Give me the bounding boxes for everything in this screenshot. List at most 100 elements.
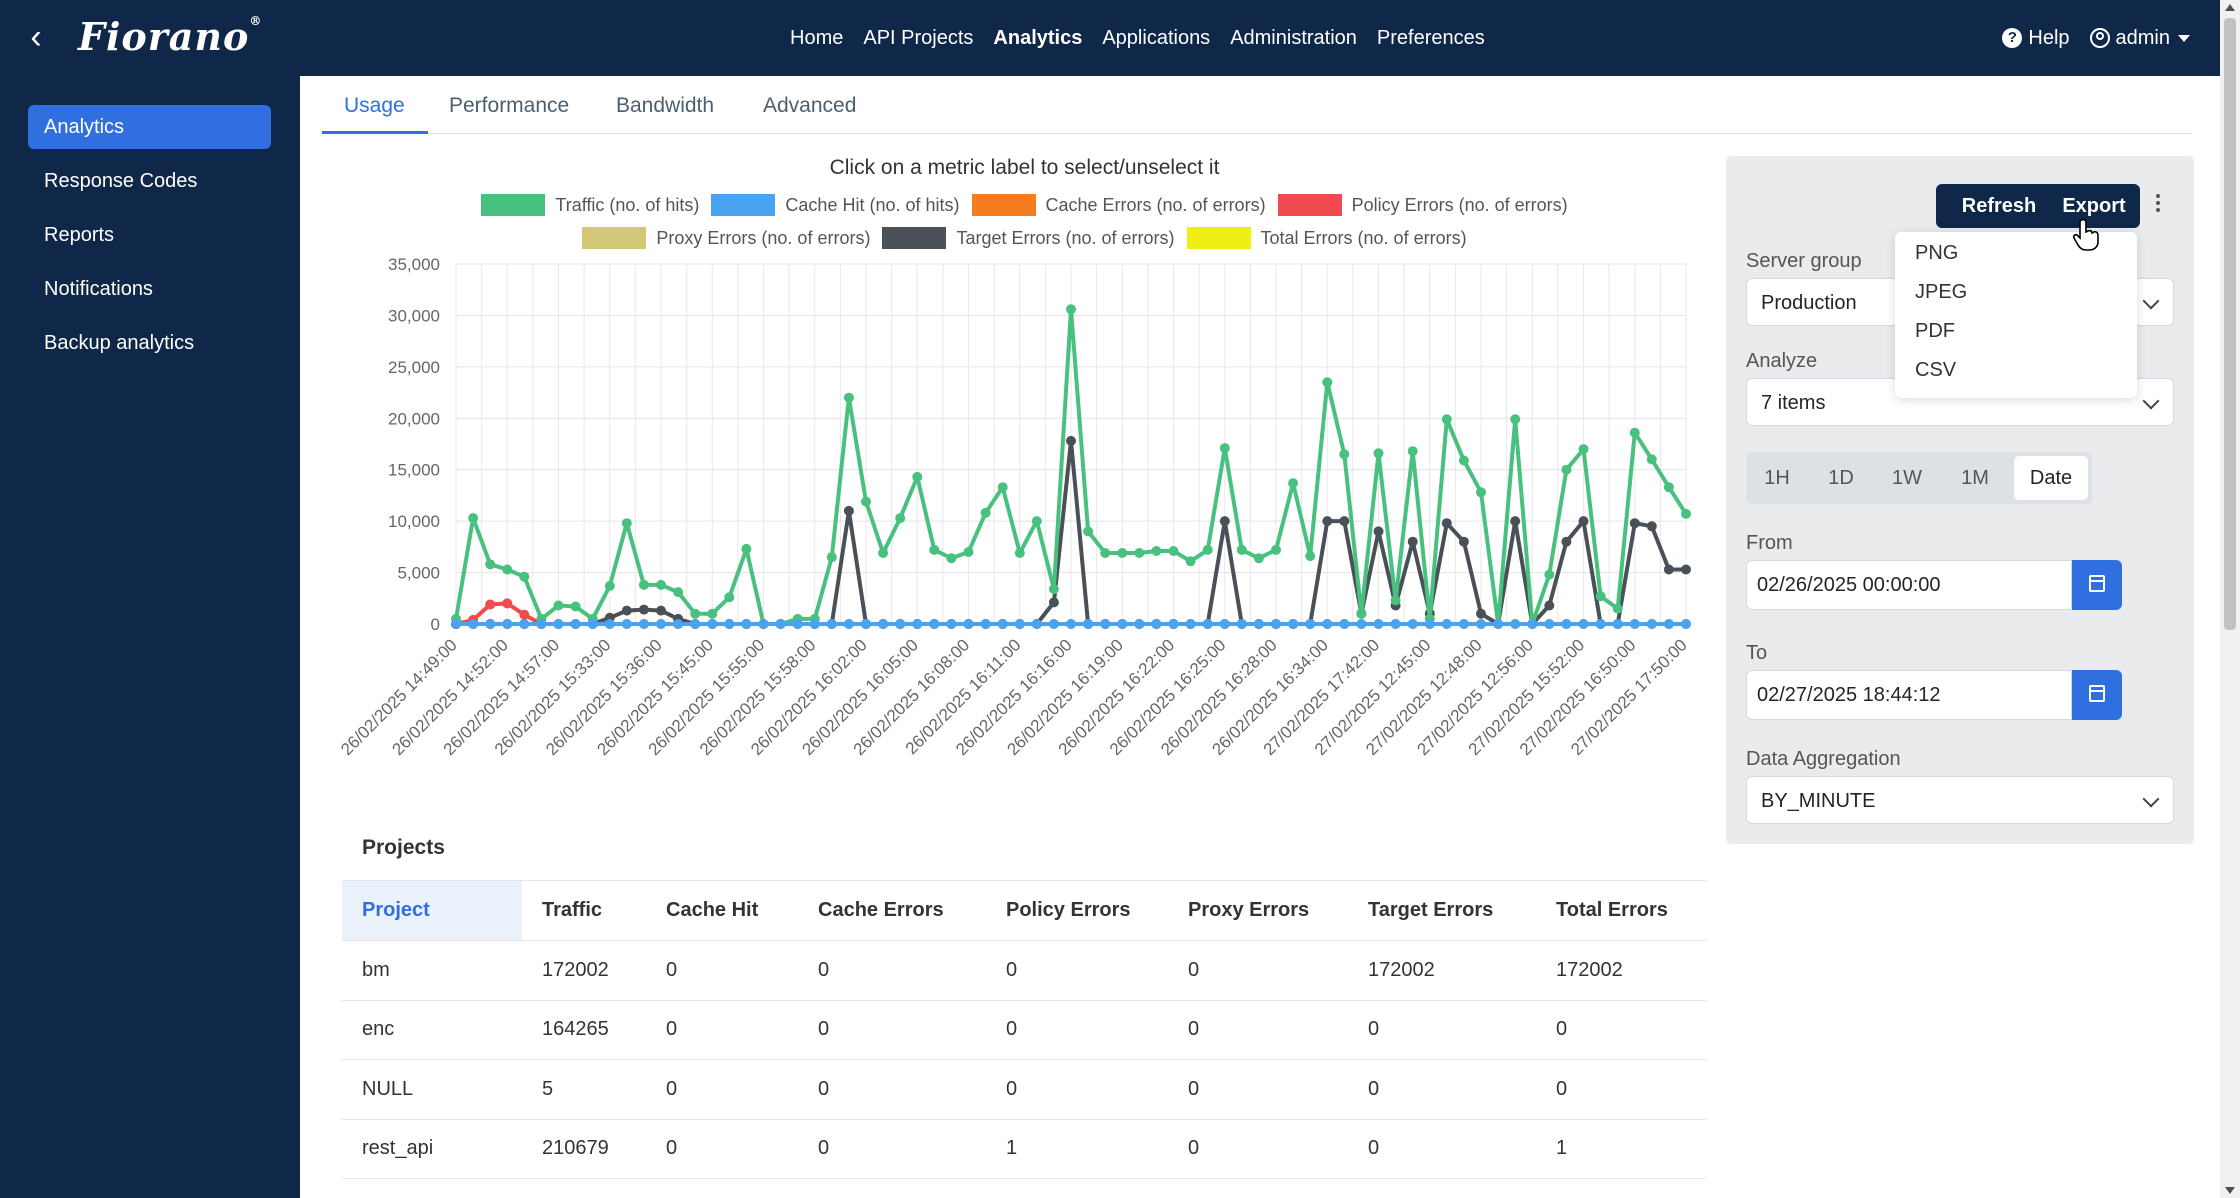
export-csv-option[interactable]: CSV bbox=[1915, 359, 1957, 381]
column-header[interactable]: Total Errors bbox=[1536, 880, 1706, 941]
data-point bbox=[1322, 516, 1333, 527]
sidebar-item-reports[interactable]: Reports bbox=[44, 224, 115, 246]
data-point bbox=[621, 605, 632, 616]
legend-label: Target Errors (no. of errors) bbox=[956, 227, 1175, 248]
refresh-button[interactable]: Refresh bbox=[1936, 184, 2062, 228]
tab-performance[interactable]: Performance bbox=[449, 94, 570, 117]
column-header[interactable]: Cache Hit bbox=[646, 880, 798, 941]
data-point bbox=[1681, 508, 1691, 519]
export-png-option[interactable]: PNG bbox=[1915, 242, 1959, 264]
data-point bbox=[1014, 619, 1025, 629]
legend-item[interactable]: Total Errors (no. of errors) bbox=[1186, 227, 1467, 249]
y-tick-label: 5,000 bbox=[397, 564, 440, 583]
page-scrollbar[interactable] bbox=[2220, 0, 2240, 1198]
data-point bbox=[1083, 526, 1094, 537]
range-date-button[interactable]: Date bbox=[2014, 456, 2088, 500]
column-header[interactable]: Project bbox=[342, 880, 522, 941]
data-point bbox=[1168, 619, 1179, 629]
tab-usage[interactable]: Usage bbox=[344, 94, 405, 117]
range-1w-button[interactable]: 1W bbox=[1892, 467, 1922, 489]
legend-swatch bbox=[971, 194, 1036, 216]
help-link[interactable]: ? Help bbox=[2002, 27, 2070, 50]
user-menu[interactable]: admin bbox=[2089, 27, 2190, 50]
data-point bbox=[1476, 487, 1486, 498]
legend-item[interactable]: Cache Errors (no. of errors) bbox=[971, 194, 1266, 216]
tab-bandwidth[interactable]: Bandwidth bbox=[616, 94, 715, 117]
sidebar-item-notifications[interactable]: Notifications bbox=[44, 278, 153, 300]
data-point bbox=[519, 609, 530, 620]
data-point bbox=[485, 599, 496, 610]
data-point bbox=[673, 619, 684, 629]
nav-preferences[interactable]: Preferences bbox=[1376, 26, 1485, 49]
data-point bbox=[1236, 619, 1247, 629]
data-point bbox=[1612, 603, 1623, 614]
data-point bbox=[826, 552, 837, 563]
data-point bbox=[1271, 544, 1281, 555]
data-point bbox=[1458, 455, 1469, 466]
scroll-down-arrow-icon[interactable] bbox=[2225, 1187, 2235, 1194]
data-point bbox=[1151, 546, 1162, 556]
from-date-input[interactable]: 02/26/2025 00:00:00 bbox=[1746, 560, 2072, 610]
legend-item[interactable]: Target Errors (no. of errors) bbox=[882, 227, 1175, 249]
table-cell: 0 bbox=[986, 940, 1168, 1001]
kebab-menu-icon[interactable] bbox=[2152, 192, 2164, 220]
scroll-up-arrow-icon[interactable] bbox=[2225, 4, 2235, 11]
fiorano-logo[interactable]: Fiorano® bbox=[78, 14, 262, 60]
y-tick-label: 30,000 bbox=[388, 306, 440, 325]
range-1h-button[interactable]: 1H bbox=[1764, 467, 1790, 489]
nav-administration[interactable]: Administration bbox=[1230, 26, 1357, 49]
data-point bbox=[1493, 619, 1504, 629]
range-1m-button[interactable]: 1M bbox=[1961, 467, 1989, 489]
table-cell: 172002 bbox=[1348, 940, 1536, 1001]
data-point bbox=[861, 619, 871, 629]
range-1d-button[interactable]: 1D bbox=[1828, 467, 1854, 489]
to-date-input[interactable]: 02/27/2025 18:44:12 bbox=[1746, 670, 2072, 720]
sidebar-item-analytics[interactable]: Analytics bbox=[28, 105, 271, 149]
table-row: rest_api 210679 0 0 1 0 0 1 bbox=[342, 1119, 1706, 1179]
legend-swatch bbox=[582, 227, 647, 249]
data-point bbox=[1031, 619, 1042, 629]
legend-item[interactable]: Traffic (no. of hits) bbox=[481, 194, 699, 216]
sidebar: Analytics Response Codes Reports Notific… bbox=[0, 76, 300, 1198]
nav-applications[interactable]: Applications bbox=[1102, 26, 1211, 49]
legend-item[interactable]: Policy Errors (no. of errors) bbox=[1277, 194, 1568, 216]
data-point bbox=[1595, 619, 1606, 629]
data-aggregation-select[interactable]: BY_MINUTE bbox=[1746, 776, 2174, 824]
data-aggregation-label: Data Aggregation bbox=[1746, 748, 1901, 770]
export-jpeg-option[interactable]: JPEG bbox=[1915, 281, 1968, 303]
export-pdf-option[interactable]: PDF bbox=[1915, 320, 1955, 342]
sidebar-item-response-codes[interactable]: Response Codes bbox=[44, 170, 198, 192]
table-cell: 0 bbox=[1536, 1000, 1706, 1060]
table-cell: bm bbox=[342, 940, 522, 1001]
data-point bbox=[1253, 553, 1264, 564]
column-header[interactable]: Proxy Errors bbox=[1168, 880, 1348, 941]
to-calendar-button[interactable] bbox=[2072, 670, 2122, 720]
table-cell: 0 bbox=[646, 1059, 798, 1120]
data-point bbox=[1646, 619, 1657, 629]
data-point bbox=[1322, 377, 1333, 388]
data-point bbox=[1014, 548, 1025, 558]
data-point bbox=[656, 579, 666, 590]
logo-text: Fiorano bbox=[78, 14, 250, 59]
tab-advanced[interactable]: Advanced bbox=[763, 94, 857, 117]
data-point bbox=[1595, 591, 1606, 602]
scrollbar-thumb[interactable] bbox=[2224, 18, 2236, 630]
nav-home[interactable]: Home bbox=[790, 26, 844, 49]
nav-analytics[interactable]: Analytics bbox=[993, 26, 1083, 49]
column-header[interactable]: Policy Errors bbox=[986, 880, 1168, 941]
data-point bbox=[912, 619, 923, 629]
export-button[interactable]: Export bbox=[2048, 184, 2140, 228]
column-header[interactable]: Cache Errors bbox=[798, 880, 986, 941]
table-cell: 0 bbox=[986, 1059, 1168, 1120]
sidebar-item-backup-analytics[interactable]: Backup analytics bbox=[44, 332, 195, 354]
from-calendar-button[interactable] bbox=[2072, 560, 2122, 610]
column-header[interactable]: Target Errors bbox=[1348, 880, 1536, 941]
data-point bbox=[621, 619, 632, 629]
column-header[interactable]: Traffic bbox=[522, 880, 646, 941]
legend-item[interactable]: Proxy Errors (no. of errors) bbox=[582, 227, 870, 249]
nav-api-projects[interactable]: API Projects bbox=[863, 26, 974, 49]
back-arrow-icon[interactable]: ‹ bbox=[30, 18, 42, 56]
legend-item[interactable]: Cache Hit (no. of hits) bbox=[711, 194, 960, 216]
data-point bbox=[468, 619, 479, 629]
data-point bbox=[1031, 516, 1042, 527]
